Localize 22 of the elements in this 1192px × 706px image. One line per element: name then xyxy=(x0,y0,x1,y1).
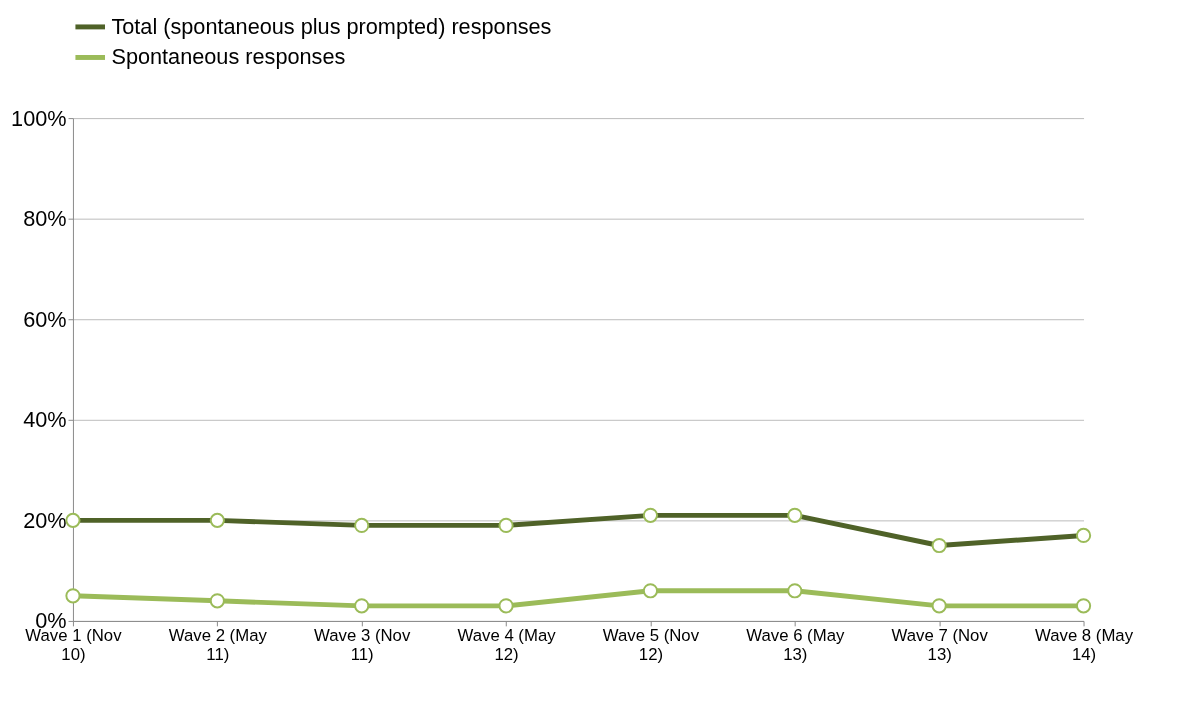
point xyxy=(65,588,81,604)
point xyxy=(642,583,659,599)
point xyxy=(354,598,370,614)
y-tick-label: 20% xyxy=(23,507,67,533)
y-tick-label: 100% xyxy=(11,105,67,131)
point xyxy=(1075,598,1092,614)
y-tick-label: 40% xyxy=(23,407,67,433)
x-tick-label: Wave 2 (May 11) xyxy=(168,626,268,664)
point xyxy=(498,598,514,614)
x-tick-label: Wave 3 (Nov 11) xyxy=(314,626,411,664)
point xyxy=(209,593,225,609)
y-tick-label: 80% xyxy=(23,206,67,232)
x-tick-label: Wave 5 (Nov 12) xyxy=(602,626,700,664)
point xyxy=(931,598,947,614)
point xyxy=(787,583,803,599)
legend-label: Spontaneous responses xyxy=(111,44,346,70)
x-tick-label: Wave 6 (May 13) xyxy=(746,626,845,664)
x-tick-label: Wave 4 (May 12) xyxy=(457,626,557,664)
y-tick-label: 60% xyxy=(23,306,67,332)
x-tick-label: Wave 8 (May 14) xyxy=(1035,626,1134,664)
legend-label: Total (spontaneous plus prompted) responses xyxy=(111,13,552,39)
x-tick-label: Wave 7 (Nov 13) xyxy=(891,626,989,664)
